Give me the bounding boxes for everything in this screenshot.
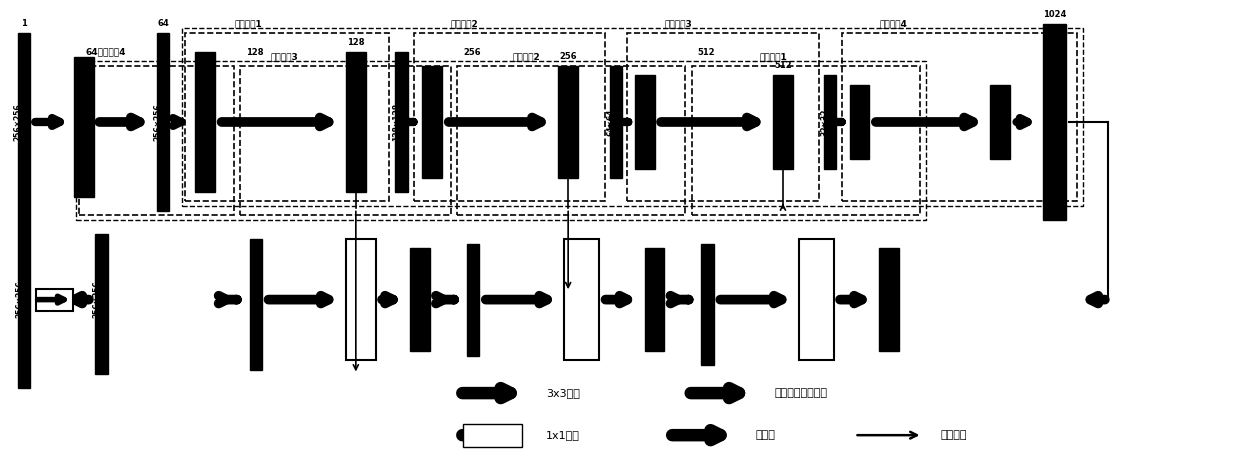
- Bar: [346, 239, 376, 360]
- Text: 512: 512: [698, 47, 715, 57]
- Bar: [157, 33, 170, 211]
- Bar: [346, 52, 366, 192]
- Bar: [879, 248, 899, 351]
- Bar: [991, 85, 1011, 159]
- Bar: [842, 33, 1076, 201]
- Text: 64: 64: [157, 19, 169, 28]
- Text: 256: 256: [464, 47, 481, 57]
- Text: 256×256: 256×256: [16, 281, 25, 318]
- Bar: [849, 85, 869, 159]
- Bar: [799, 239, 833, 360]
- Text: 编码器块1: 编码器块1: [234, 19, 263, 28]
- Bar: [702, 244, 714, 365]
- Bar: [1043, 24, 1065, 220]
- Text: 32×32: 32×32: [821, 108, 830, 136]
- Text: 16×16: 16×16: [1045, 108, 1054, 136]
- Text: 256×256: 256×256: [14, 103, 22, 141]
- Text: 128: 128: [347, 38, 365, 47]
- Bar: [423, 66, 443, 178]
- Bar: [17, 33, 30, 211]
- Bar: [74, 57, 94, 197]
- Bar: [414, 33, 605, 201]
- Bar: [186, 33, 389, 201]
- Text: 64解码器块4: 64解码器块4: [86, 47, 126, 57]
- Bar: [558, 66, 578, 178]
- Text: 128×128: 128×128: [252, 280, 260, 319]
- Text: 256×256: 256×256: [154, 103, 162, 141]
- Bar: [464, 424, 522, 447]
- Bar: [249, 239, 262, 370]
- Text: 32×32: 32×32: [703, 286, 712, 313]
- Bar: [645, 248, 665, 351]
- Text: 残差双注意力模块: 残差双注意力模块: [774, 388, 827, 398]
- Bar: [467, 244, 480, 356]
- Text: 128: 128: [246, 47, 263, 57]
- Bar: [36, 289, 73, 311]
- Text: 解码器块3: 解码器块3: [270, 52, 299, 61]
- Text: 64×64: 64×64: [606, 108, 616, 136]
- Bar: [458, 66, 686, 216]
- Bar: [182, 28, 1083, 206]
- Bar: [196, 52, 215, 192]
- Text: 编码器块2: 编码器块2: [451, 19, 479, 28]
- Text: 64×64: 64×64: [469, 286, 477, 313]
- Text: 编码器块3: 编码器块3: [665, 19, 692, 28]
- Bar: [823, 75, 836, 169]
- Text: 1: 1: [21, 197, 27, 206]
- Text: 3x3卷积: 3x3卷积: [546, 388, 580, 398]
- Text: 512: 512: [774, 61, 792, 70]
- Text: 1x1卷积: 1x1卷积: [546, 430, 580, 440]
- Bar: [17, 211, 30, 388]
- Bar: [396, 52, 408, 192]
- Text: 256: 256: [559, 52, 577, 61]
- Text: 编码器块4: 编码器块4: [879, 19, 908, 28]
- Text: 1: 1: [21, 19, 27, 28]
- Bar: [773, 75, 792, 169]
- Bar: [610, 66, 622, 178]
- Bar: [635, 75, 655, 169]
- Text: 1024: 1024: [1043, 10, 1066, 19]
- Text: 反卷积: 反卷积: [756, 430, 776, 440]
- Bar: [410, 248, 430, 351]
- Bar: [76, 61, 926, 220]
- Text: 跳跃连接: 跳跃连接: [941, 430, 967, 440]
- Bar: [692, 66, 920, 216]
- Text: 128×128: 128×128: [392, 103, 401, 141]
- Bar: [239, 66, 451, 216]
- Text: 256×256: 256×256: [92, 281, 102, 318]
- Text: 解码器块2: 解码器块2: [512, 52, 541, 61]
- Text: 解码器块1: 解码器块1: [759, 52, 787, 61]
- Bar: [627, 33, 818, 201]
- Bar: [95, 234, 108, 375]
- Bar: [79, 66, 233, 216]
- Bar: [564, 239, 599, 360]
